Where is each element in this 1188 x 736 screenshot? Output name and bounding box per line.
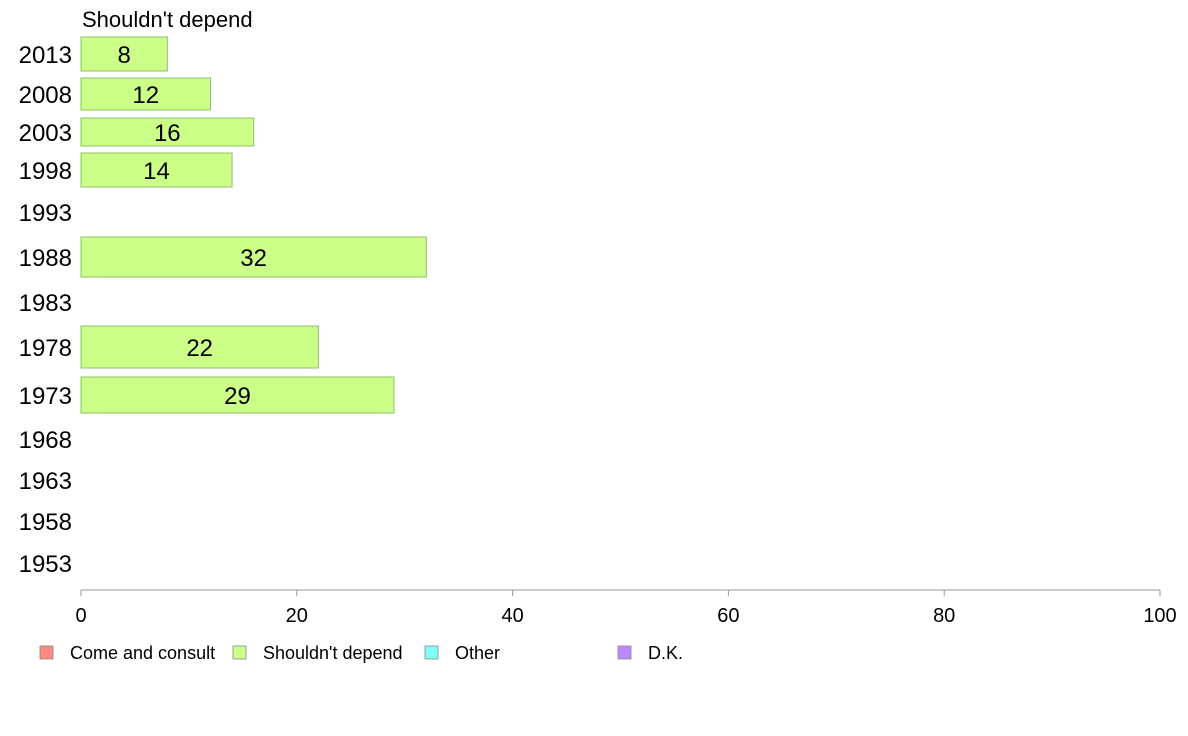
- y-tick-label-2013: 2013: [19, 42, 72, 69]
- bar-1973: [80, 376, 395, 414]
- bar-1998: [80, 152, 233, 188]
- bar-2003: [80, 117, 255, 147]
- x-tick-label-100: 100: [1143, 605, 1176, 627]
- y-axis-labels: 2013 2008 2003 1998 1993 1988 1983 1978 1973 1968…: [19, 42, 72, 578]
- x-tick-label-0: 0: [75, 605, 86, 627]
- x-tick-label-40: 40: [501, 605, 523, 627]
- legend-swatch-3: [617, 645, 632, 660]
- bar-value-label-2013: 8: [117, 42, 130, 69]
- y-tick-label-2008: 2008: [19, 82, 72, 109]
- y-tick-label-1963: 1963: [19, 468, 72, 495]
- y-tick-label-1953: 1953: [19, 551, 72, 578]
- y-tick-label-1973: 1973: [19, 383, 72, 410]
- bar-2013: [80, 36, 168, 72]
- y-tick-label-1983: 1983: [19, 290, 72, 317]
- chart-title: Shouldn't depend: [82, 7, 253, 32]
- bar-2008: [80, 77, 211, 111]
- bar-value-label-2003: 16: [154, 120, 181, 147]
- bar-value-label-1978: 22: [186, 335, 213, 362]
- x-tick-label-80: 80: [933, 605, 955, 627]
- y-tick-label-1968: 1968: [19, 427, 72, 454]
- legend-label-0: Come and consult: [70, 643, 215, 663]
- x-tick-label-20: 20: [286, 605, 308, 627]
- legend-swatch-0: [39, 645, 54, 660]
- legend-swatch-2: [424, 645, 439, 660]
- legend-label-2: Other: [455, 643, 500, 663]
- legend: Come and consult Shouldn't depend Other D.K…: [39, 643, 683, 663]
- legend-label-3: D.K.: [648, 643, 683, 663]
- y-tick-label-2003: 2003: [19, 120, 72, 147]
- x-tick-label-60: 60: [717, 605, 739, 627]
- bar-1978: [80, 325, 319, 369]
- bar-value-label-1973: 29: [224, 383, 251, 410]
- bar-value-label-1998: 14: [143, 158, 170, 185]
- bar-value-label-1988: 32: [240, 245, 267, 272]
- bar-value-label-2008: 12: [132, 82, 159, 109]
- bars-group: 812 16 14 32 22 29: [80, 36, 427, 414]
- legend-swatch-1: [232, 645, 247, 660]
- x-axis: 0 20 40 60 80 100: [75, 589, 1177, 627]
- y-tick-label-1958: 1958: [19, 509, 72, 536]
- y-tick-label-1988: 1988: [19, 245, 72, 272]
- y-tick-label-1993: 1993: [19, 200, 72, 227]
- legend-label-1: Shouldn't depend: [263, 643, 403, 663]
- y-tick-label-1998: 1998: [19, 158, 72, 185]
- bar-1988: [80, 236, 427, 278]
- y-tick-label-1978: 1978: [19, 335, 72, 362]
